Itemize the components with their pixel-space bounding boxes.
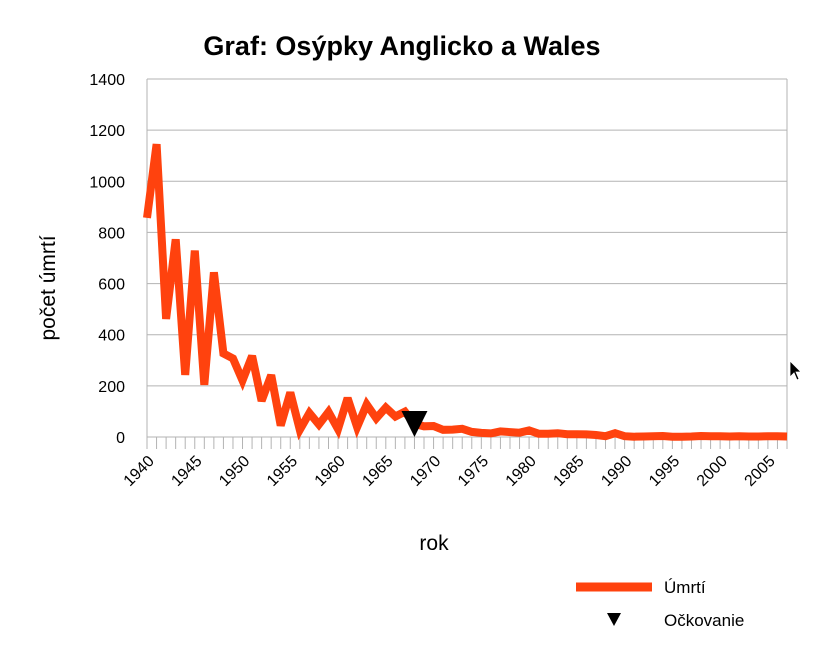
legend-swatch-vaccination bbox=[607, 613, 621, 626]
y-tick-label: 600 bbox=[98, 277, 125, 294]
x-tick-label: 2000 bbox=[694, 453, 731, 490]
x-tick-label: 1985 bbox=[550, 453, 587, 490]
y-tick-label: 800 bbox=[98, 225, 125, 242]
x-tick-label: 2005 bbox=[742, 453, 779, 490]
x-tick-label: 1995 bbox=[646, 453, 683, 490]
y-tick-label: 1400 bbox=[89, 72, 125, 89]
x-tick-label: 1960 bbox=[312, 453, 349, 490]
x-tick-label: 1970 bbox=[407, 453, 444, 490]
x-tick-label: 1980 bbox=[503, 453, 540, 490]
x-tick-label: 1965 bbox=[359, 453, 396, 490]
y-tick-label: 0 bbox=[116, 430, 125, 447]
legend-label-deaths: Úmrtí bbox=[664, 578, 706, 597]
y-tick-label: 200 bbox=[98, 379, 125, 396]
y-tick-label: 400 bbox=[98, 328, 125, 345]
series-line-deaths bbox=[143, 143, 788, 441]
chart-title: Graf: Osýpky Anglicko a Wales bbox=[203, 31, 600, 61]
vaccination-marker bbox=[401, 410, 428, 437]
x-tick-label: 1940 bbox=[121, 453, 158, 490]
y-tick-label: 1000 bbox=[89, 174, 125, 191]
gridlines bbox=[147, 78, 787, 438]
y-axis-label: počet úmrtí bbox=[37, 235, 60, 340]
x-tick-label: 1945 bbox=[168, 453, 205, 490]
series-layer bbox=[143, 143, 788, 441]
legend: Úmrtí Očkovanie bbox=[576, 578, 744, 630]
mouse-cursor-icon bbox=[789, 360, 802, 381]
x-tick-label: 1975 bbox=[455, 453, 492, 490]
axes bbox=[146, 79, 788, 449]
x-tick-label: 1955 bbox=[264, 453, 301, 490]
x-axis-label: rok bbox=[419, 532, 449, 555]
y-tick-label: 1200 bbox=[89, 123, 125, 140]
y-tick-labels: 0 200 400 600 800 1000 1200 1400 bbox=[89, 72, 125, 447]
x-tick-label: 1950 bbox=[216, 453, 253, 490]
x-tick-label: 1990 bbox=[598, 453, 635, 490]
x-tick-labels: 1940 1945 1950 1955 1960 1965 1970 1975 1980 1985… bbox=[121, 453, 779, 490]
legend-label-vaccination: Očkovanie bbox=[664, 611, 744, 630]
